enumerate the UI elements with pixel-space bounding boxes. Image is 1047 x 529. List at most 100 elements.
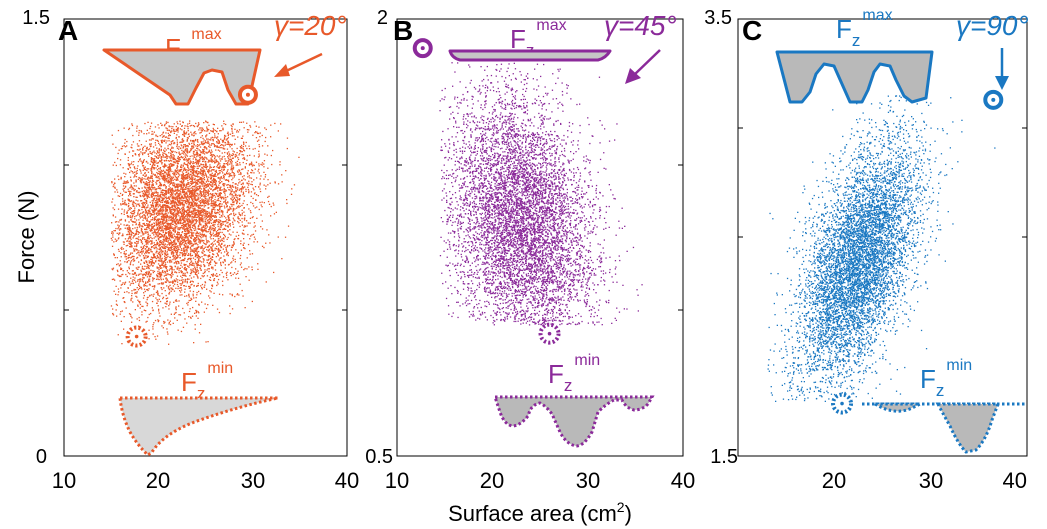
panel-a-scatter-point [223,245,225,247]
panel-a-scatter-point [153,256,155,259]
panel-a-scatter-point [249,124,251,127]
panel-a-scatter-point [151,209,153,211]
panel-a-scatter-point [181,255,184,257]
panel-a-scatter-point [201,180,203,182]
panel-a-scatter-point [220,186,222,188]
panel-a-scatter-point [162,169,165,171]
panel-a-scatter-point [148,196,150,198]
panel-a-scatter-point [216,205,219,207]
panel-a-scatter-point [169,134,171,137]
panel-a-scatter-point [211,183,213,185]
panel-a-scatter-point [145,273,148,275]
panel-a-scatter-point [149,180,151,182]
panel-a-scatter-point [186,216,188,218]
panel-a-scatter-point [136,125,138,127]
panel-a-scatter-point [135,154,137,156]
panel-a-scatter-point [190,284,192,286]
panel-a-scatter-point [199,214,201,216]
panel-a-scatter-point [191,233,193,236]
panel-a-scatter-point [134,292,136,295]
panel-a-scatter-point [179,235,181,237]
panel-a-scatter-point [208,248,210,250]
panel-a-scatter-point [207,246,209,248]
panel-a-scatter-point [160,222,162,224]
panel-a-scatter-point [123,328,125,330]
panel-a-scatter-point [161,257,163,259]
panel-a-scatter-point [145,310,147,312]
panel-a-scatter-point [197,256,199,258]
panel-a-scatter-point [180,260,182,262]
panel-a-scatter-point [190,165,192,167]
panel-a-scatter-point [192,262,194,264]
panel-a-scatter-point [137,266,139,268]
panel-a-scatter-point [167,227,169,229]
panel-a-scatter-point [229,163,231,165]
panel-a-scatter-point [235,213,237,215]
panel-a-scatter-point [220,198,223,200]
panel-a-scatter-point [181,141,183,143]
panel-a-scatter-point [194,225,196,227]
panel-a-scatter-point [199,182,201,184]
panel-a-scatter-point [149,177,151,180]
panel-a-scatter-point [199,143,201,146]
panel-a-scatter-point [178,227,180,229]
panel-a-scatter-point [203,272,206,274]
panel-a-scatter-point [181,226,183,229]
panel-a-scatter-point [153,174,156,176]
panel-a-scatter-point [156,203,158,205]
panel-a-scatter-point [233,214,236,217]
panel-a-scatter-point [122,270,124,272]
panel-a-scatter-point [183,180,185,182]
panel-a-scatter-point [202,272,204,275]
panel-a-scatter-point [127,163,129,165]
panel-a-scatter-point [123,243,125,245]
panel-a-scatter-point [120,223,122,225]
panel-a-scatter-point [187,237,189,239]
panel-a-scatter-point [194,187,196,189]
panel-a-scatter-point [226,173,228,175]
panel-a-scatter-point [196,239,198,241]
panel-a-scatter-point [159,198,161,200]
panel-a-scatter-point [170,193,173,195]
panel-a-scatter-point [180,170,182,172]
panel-a-scatter-point [230,187,232,189]
panel-a-scatter-point [141,206,143,208]
panel-a-scatter-point [118,237,120,239]
panel-a-scatter-point [214,261,216,264]
panel-a-scatter-point [195,214,197,216]
panel-a-scatter-point [200,217,203,219]
panel-a-scatter-point [148,193,150,196]
panel-a-scatter-point [155,202,157,204]
panel-a-scatter-point [218,167,220,169]
panel-a-scatter-point [212,224,214,227]
panel-a-scatter-point [152,191,154,194]
panel-a-scatter-point [180,181,183,183]
panel-a-scatter-point [147,223,149,225]
panel-a-scatter-point [181,215,184,217]
panel-a-scatter-point [162,199,164,201]
panel-a-scatter-point [200,237,202,239]
panel-a-scatter-point [212,203,214,205]
panel-a-scatter-point [226,250,228,252]
panel-a-scatter-point [231,184,234,187]
panel-a-scatter-point [169,175,171,177]
panel-a-scatter-point [236,131,238,133]
panel-a-scatter-point [194,237,196,239]
panel-a-scatter-point [124,254,126,256]
panel-a-scatter-point [142,149,144,151]
panel-a-scatter-point [195,203,197,205]
panel-a-scatter-point [180,248,183,250]
panel-a-scatter-point [213,188,216,191]
panel-a-scatter-point [193,247,195,250]
panel-a-scatter-point [197,311,199,313]
panel-a-scatter-point [188,162,190,164]
panel-a-scatter-point [145,250,147,252]
panel-a-scatter-point [162,194,164,197]
panel-a-scatter-point [270,154,272,157]
panel-a-scatter-point [137,280,139,282]
panel-a-scatter-point [144,168,146,170]
panel-a-scatter-point [177,251,179,253]
panel-a-scatter-point [164,206,166,208]
panel-a-scatter-point [198,193,200,195]
panel-a-scatter-point [160,249,162,251]
